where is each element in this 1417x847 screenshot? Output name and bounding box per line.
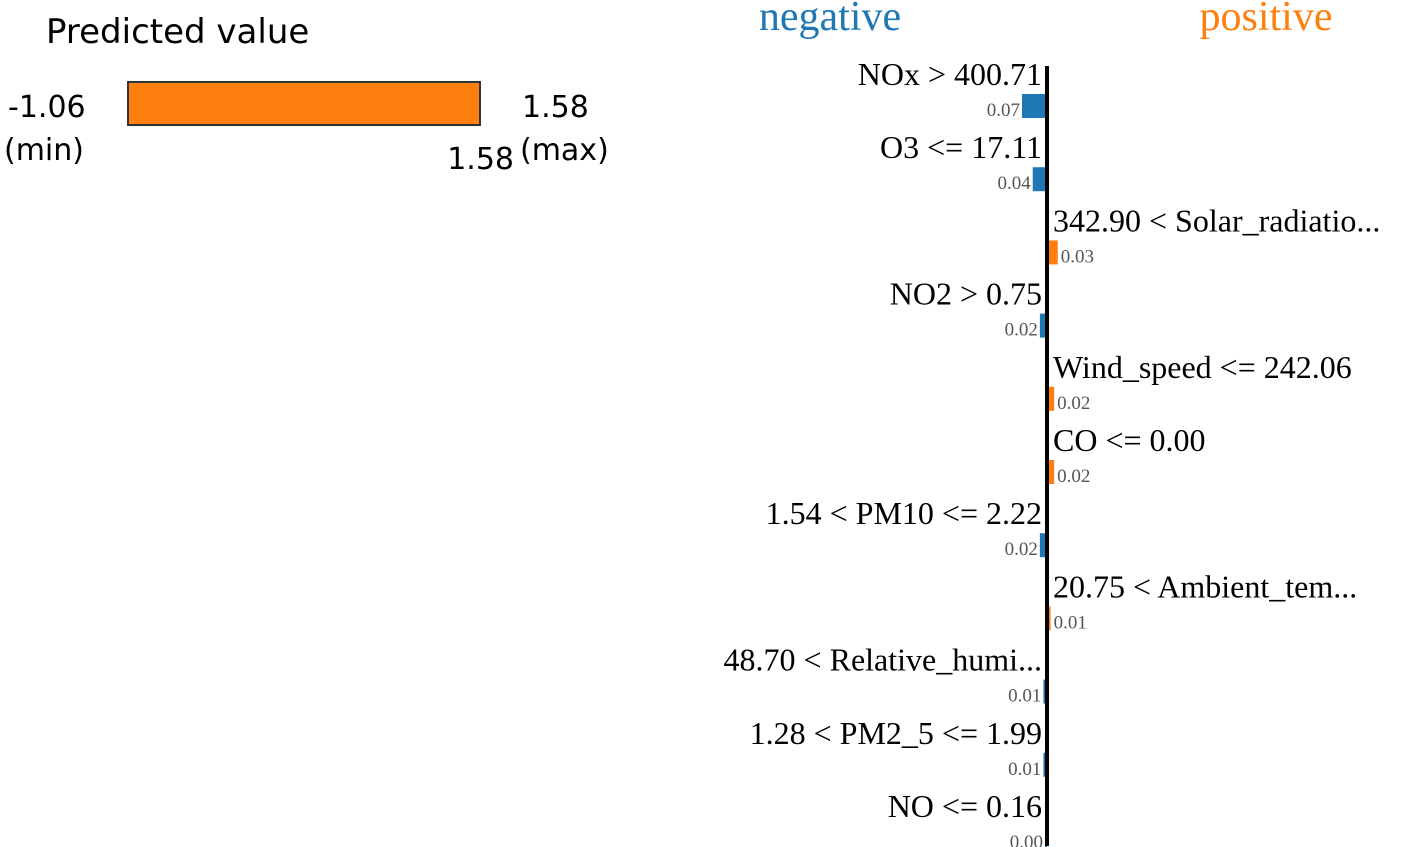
legend-positive: positive <box>1200 0 1333 40</box>
feature-bar <box>1032 167 1047 192</box>
predicted-value-fill <box>127 81 481 126</box>
min-value: -1.06 <box>8 90 86 125</box>
feature-label: 48.70 < Relative_humi... <box>724 642 1042 678</box>
feature-weights-chart: NOx > 400.71 0.07 O3 <= 17.11 0.04 342.90 < … <box>724 56 1380 847</box>
feature-weight-label: 0.01 <box>1008 686 1041 707</box>
feature-label: Wind_speed <= 242.06 <box>1053 349 1352 385</box>
feature-weight-label: 0.07 <box>987 100 1020 121</box>
feature-bar <box>1022 94 1047 118</box>
feature-bar <box>1047 240 1058 265</box>
feature-weight-label: 0.02 <box>1005 320 1038 341</box>
feature-bar <box>1047 386 1055 411</box>
feature-weight-label: 0.02 <box>1005 539 1038 560</box>
feature-label: 20.75 < Ambient_tem... <box>1053 568 1357 604</box>
feature-weight-label: 0.04 <box>997 173 1031 194</box>
feature-label: NO <= 0.16 <box>888 788 1042 824</box>
feature-bar <box>1039 313 1047 338</box>
feature-label: NOx > 400.71 <box>858 56 1042 92</box>
feature-label: 1.28 < PM2_5 <= 1.99 <box>750 715 1042 751</box>
predicted-value-label: 1.58 <box>447 142 514 177</box>
max-value: 1.58 <box>522 90 589 125</box>
min-label: (min) <box>4 133 84 168</box>
feature-label: CO <= 0.00 <box>1053 422 1206 458</box>
feature-label: O3 <= 17.11 <box>880 129 1042 165</box>
feature-label: 1.54 < PM10 <= 2.22 <box>766 495 1042 531</box>
legend-negative: negative <box>759 0 901 40</box>
feature-weight-label: 0.01 <box>1008 759 1041 780</box>
feature-weight-label: 0.02 <box>1057 393 1090 414</box>
feature-weight-label: 0.01 <box>1054 612 1087 633</box>
predicted-value-title: Predicted value <box>46 12 309 52</box>
feature-weight-label: 0.02 <box>1057 466 1090 487</box>
feature-label: 342.90 < Solar_radiatio... <box>1053 202 1380 238</box>
feature-bar <box>1047 460 1055 484</box>
max-label: (max) <box>520 133 609 168</box>
feature-weight-label: 0.03 <box>1061 246 1094 267</box>
feature-label: NO2 > 0.75 <box>890 276 1042 312</box>
feature-bar <box>1039 533 1047 558</box>
predicted-value-panel: Predicted value -1.06 (min) 1.58 (max) 1… <box>4 12 609 177</box>
feature-weight-label: 0.00 <box>1010 832 1043 847</box>
